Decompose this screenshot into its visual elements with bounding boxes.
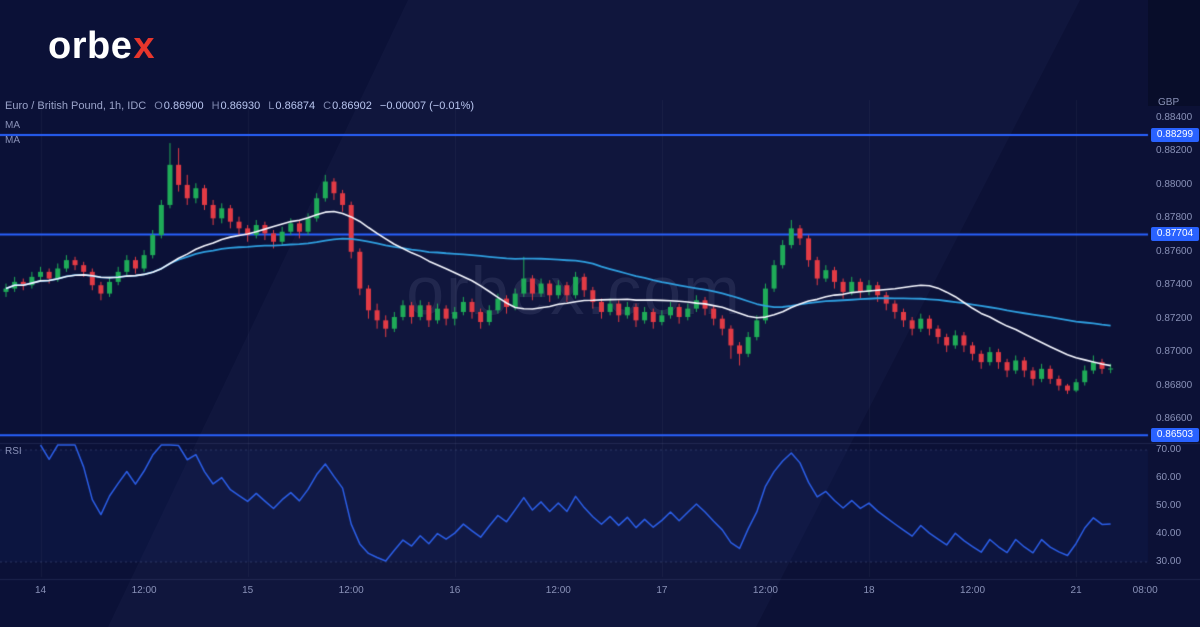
price-change: −0.00007 (−0.01%) <box>379 100 475 112</box>
ohlc-value: 0.86900 <box>163 100 204 112</box>
ohlc-value: 0.86902 <box>332 100 372 112</box>
ohlc-values: O 0.86900 H 0.86930 L 0.86874 C 0.86902 <box>154 100 372 112</box>
logo-text: orbe <box>48 25 133 67</box>
ohlc-label: H <box>211 100 220 112</box>
chart-legend: Euro / British Pound, 1h, IDC O 0.86900 H 0… <box>5 100 474 112</box>
ohlc-label: O <box>154 100 163 112</box>
orbex-logo: orbex <box>48 24 155 68</box>
ohlc-value: 0.86930 <box>220 100 261 112</box>
symbol-title: Euro / British Pound, 1h, IDC <box>5 100 147 112</box>
ohlc-item: L 0.86874 <box>268 100 315 112</box>
ohlc-value: 0.86874 <box>275 100 316 112</box>
ohlc-item: O 0.86900 <box>154 100 203 112</box>
axis-currency-label: GBP <box>1158 97 1180 108</box>
ohlc-label: L <box>268 100 275 112</box>
ohlc-item: C 0.86902 <box>323 100 372 112</box>
rsi-label: RSI <box>5 446 22 457</box>
logo-x-mark: x <box>133 25 155 67</box>
ohlc-item: H 0.86930 <box>212 100 261 112</box>
ohlc-label: C <box>323 100 332 112</box>
